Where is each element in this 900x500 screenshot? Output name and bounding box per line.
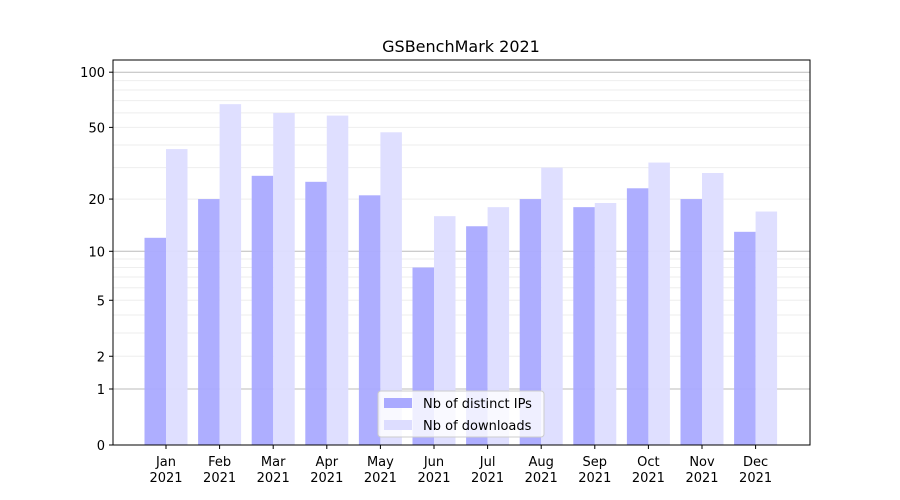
bar-downloads <box>594 203 617 445</box>
legend-swatch-ips <box>384 398 412 408</box>
x-tick-label: Dec <box>743 455 768 470</box>
bar-downloads <box>648 162 670 446</box>
x-tick-label: 2021 <box>417 471 450 486</box>
x-tick-label: 2021 <box>632 471 665 486</box>
x-tick-label: 2021 <box>257 471 290 486</box>
bar-distinct-ips <box>358 195 381 445</box>
legend-swatch-downloads <box>384 420 412 430</box>
chart-title: GSBenchMark 2021 <box>382 37 540 56</box>
bar-downloads <box>326 115 349 446</box>
x-tick-label: Feb <box>208 455 231 470</box>
bar-downloads <box>219 104 242 445</box>
y-tick-label: 50 <box>88 121 105 136</box>
x-tick-label: Nov <box>689 455 715 470</box>
x-tick-label: Oct <box>637 455 659 470</box>
bar-downloads <box>755 211 778 445</box>
bar-distinct-ips <box>573 207 595 445</box>
bar-downloads <box>702 172 724 446</box>
legend: Nb of distinct IPs Nb of downloads <box>377 390 545 438</box>
x-tick-label: Mar <box>261 455 286 470</box>
y-tick-label: 10 <box>88 245 105 260</box>
bar-downloads <box>487 207 510 445</box>
y-tick-label: 5 <box>97 294 105 309</box>
y-tick-label: 100 <box>80 66 105 81</box>
x-tick-label: Aug <box>529 455 554 470</box>
bar-distinct-ips <box>251 175 274 445</box>
x-tick-label: 2021 <box>739 471 772 486</box>
bar-downloads <box>166 149 188 445</box>
x-tick-label: 2021 <box>364 471 397 486</box>
x-tick-label: Sep <box>583 455 608 470</box>
x-tick-label: Jul <box>479 455 496 470</box>
y-tick-label: 20 <box>88 193 105 208</box>
bar-distinct-ips <box>198 199 220 445</box>
y-tick-label: 2 <box>97 350 105 365</box>
bar-distinct-ips <box>734 231 756 445</box>
y-tick-label: 0 <box>97 439 105 454</box>
legend-label-downloads: Nb of downloads <box>423 419 532 434</box>
x-tick-label: 2021 <box>525 471 558 486</box>
y-tick-label: 1 <box>97 383 105 398</box>
legend-label-ips: Nb of distinct IPs <box>423 397 532 412</box>
x-tick-label: Jan <box>155 455 176 470</box>
x-tick-label: 2021 <box>203 471 236 486</box>
x-tick-label: Apr <box>316 455 339 470</box>
bar-downloads <box>380 132 402 445</box>
bar-downloads <box>273 112 295 445</box>
bar-downloads <box>434 216 456 445</box>
bar-distinct-ips <box>305 181 327 446</box>
x-tick-label: 2021 <box>471 471 504 486</box>
bar-distinct-ips <box>144 237 166 445</box>
bar-downloads <box>541 167 563 445</box>
x-tick-label: Jun <box>423 455 444 470</box>
bar-distinct-ips <box>626 188 649 446</box>
bar-distinct-ips <box>519 199 542 445</box>
bar-distinct-ips <box>466 226 488 445</box>
x-tick-label: May <box>367 455 394 470</box>
x-tick-label: 2021 <box>578 471 611 486</box>
x-tick-label: 2021 <box>149 471 182 486</box>
x-tick-label: 2021 <box>310 471 343 486</box>
plot-frame <box>112 59 811 446</box>
x-tick-label: 2021 <box>685 471 718 486</box>
bar-distinct-ips <box>680 199 702 445</box>
